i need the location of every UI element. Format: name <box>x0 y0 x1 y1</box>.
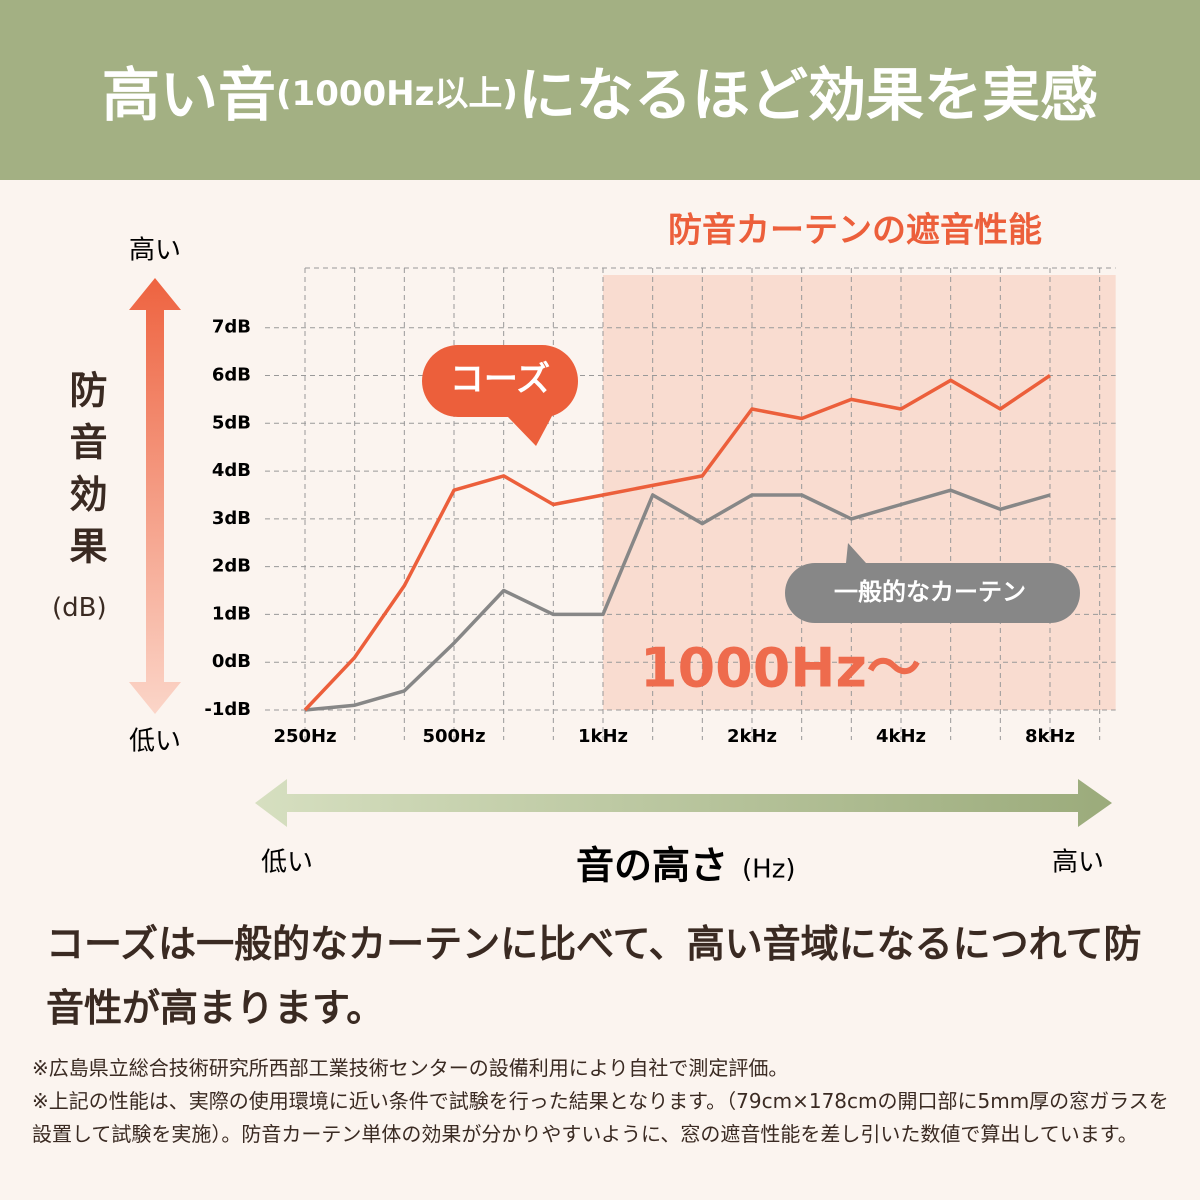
y-tick-label: 5dB <box>212 412 251 433</box>
title-part: (1000Hz以上) <box>276 73 518 114</box>
highlight-label: 1000Hz〜 <box>640 637 921 700</box>
x-tick-label: 250Hz <box>273 726 336 747</box>
y-axis-label: 防音効果 <box>63 370 107 578</box>
highlight-region <box>603 275 1116 710</box>
y-tick-label: 0dB <box>212 651 251 672</box>
description: コーズは一般的なカーテンに比べて、高い音域になるにつれて防音性が高まります。 <box>46 922 1142 1030</box>
note: ※上記の性能は、実際の使用環境に近い条件で試験を行った結果となります。（79cm… <box>32 1089 1169 1146</box>
legend-label: 一般的なカーテン <box>834 578 1026 606</box>
x-tick-label: 500Hz <box>422 726 485 747</box>
y-arrow <box>129 278 181 714</box>
x-tick-label: 1kHz <box>578 726 628 747</box>
y-tick-label: 3dB <box>212 508 251 529</box>
series-line <box>303 374 1051 712</box>
x-axis-label: 音の高さ <box>576 844 728 888</box>
x-axis-unit: (Hz) <box>742 855 796 885</box>
x-tick-label: 2kHz <box>727 726 777 747</box>
notes: ※広島県立総合技術研究所西部工業技術センターの設備利用により自社で測定評価。 ※… <box>32 1052 1172 1151</box>
series-line <box>304 488 1051 712</box>
y-tick-label: -1dB <box>204 699 251 720</box>
y-tick-label: 6dB <box>212 365 251 386</box>
y-tick-label: 2dB <box>212 556 251 577</box>
chart-title: 防音カーテンの遮音性能 <box>668 211 1042 251</box>
x-arrow <box>255 779 1112 827</box>
y-tick-label: 7dB <box>212 317 251 338</box>
x-tick-label: 8kHz <box>1025 726 1075 747</box>
x-high: 高い <box>1052 848 1104 878</box>
title-part: になるほど効果を実感 <box>517 61 1098 129</box>
y-axis-unit: (dB) <box>52 593 107 623</box>
legend-bubble <box>785 543 1080 623</box>
x-tick-label: 4kHz <box>876 726 926 747</box>
y-low: 低い <box>129 727 181 757</box>
y-tick-label: 1dB <box>212 603 251 624</box>
x-low: 低い <box>261 848 313 878</box>
y-tick-label: 4dB <box>212 460 251 481</box>
note: ※広島県立総合技術研究所西部工業技術センターの設備利用により自社で測定評価。 <box>32 1056 789 1080</box>
legend-bubble <box>422 345 579 446</box>
title-part: 高い音 <box>102 61 277 129</box>
y-high: 高い <box>129 236 181 266</box>
legend-label: コーズ <box>450 360 550 400</box>
header: 高い音 (1000Hz以上) になるほど効果を実感 <box>0 0 1200 180</box>
